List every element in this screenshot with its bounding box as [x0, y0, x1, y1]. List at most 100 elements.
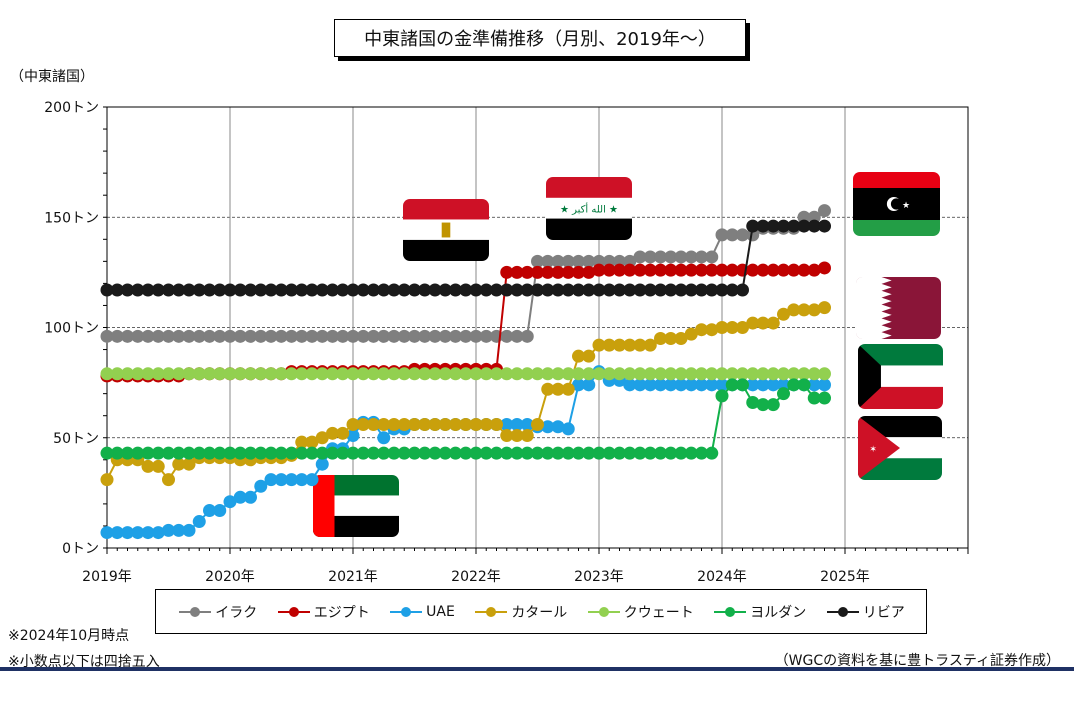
data-point — [766, 398, 780, 412]
data-point — [510, 418, 524, 432]
data-point — [203, 329, 216, 343]
data-point — [356, 418, 370, 432]
data-point — [100, 473, 114, 487]
data-point — [336, 283, 350, 297]
data-point — [336, 426, 350, 440]
data-point — [674, 446, 688, 460]
data-point — [121, 446, 134, 460]
data-point — [633, 446, 647, 460]
data-point — [818, 367, 831, 381]
data-point — [387, 329, 401, 343]
data-point — [356, 283, 370, 297]
data-point — [295, 435, 309, 449]
data-point — [551, 446, 565, 460]
data-point — [387, 446, 401, 460]
data-point — [244, 283, 257, 297]
data-point — [213, 329, 227, 343]
data-point — [162, 283, 175, 297]
data-point — [572, 254, 585, 268]
data-point — [203, 367, 216, 381]
legend-swatch — [390, 606, 423, 617]
data-point — [674, 367, 688, 381]
data-point — [295, 329, 309, 343]
data-point — [520, 429, 534, 443]
data-point — [756, 378, 770, 392]
data-point — [623, 283, 637, 297]
data-point — [684, 263, 698, 277]
data-point — [674, 378, 688, 392]
data-point — [469, 446, 483, 460]
data-point — [520, 265, 534, 279]
data-point — [326, 426, 339, 440]
data-point — [561, 265, 575, 279]
data-point — [172, 367, 186, 381]
data-point — [131, 329, 145, 343]
data-point — [797, 367, 811, 381]
x-tick-label: 2024年 — [697, 569, 747, 585]
data-point — [633, 283, 647, 297]
data-point — [572, 265, 585, 279]
data-point — [233, 490, 247, 504]
data-point — [541, 446, 555, 460]
data-point — [428, 418, 442, 432]
data-point — [285, 329, 298, 343]
data-point — [756, 263, 770, 277]
data-point — [141, 446, 155, 460]
data-point — [418, 283, 432, 297]
data-point — [561, 254, 575, 268]
uae-flag — [313, 475, 399, 537]
data-point — [254, 479, 268, 493]
svg-text:★: ★ — [902, 201, 910, 211]
data-point — [643, 263, 657, 277]
data-point — [305, 283, 319, 297]
line-chart: ★ الله أكبر ★ ★ ✶ 0トン 50トン 100トン 150トン 200トン 20… — [44, 100, 969, 585]
data-point — [766, 316, 780, 330]
y-tick-label: 100トン — [44, 321, 99, 337]
data-point — [141, 459, 155, 473]
data-point — [469, 367, 483, 381]
data-point — [510, 265, 524, 279]
data-point — [244, 329, 257, 343]
data-point — [531, 254, 544, 268]
data-point — [459, 283, 473, 297]
data-point — [479, 329, 493, 343]
data-point — [408, 329, 421, 343]
kuwait-flag — [858, 344, 943, 409]
data-point — [213, 504, 227, 518]
data-point — [192, 515, 206, 529]
data-point — [264, 329, 278, 343]
data-point — [777, 219, 790, 233]
data-point — [326, 446, 339, 460]
data-point — [182, 329, 196, 343]
data-point — [500, 367, 514, 381]
data-point — [141, 283, 155, 297]
data-point — [346, 429, 360, 443]
data-point — [438, 446, 452, 460]
data-point — [613, 367, 626, 381]
jordan-flag: ✶ — [858, 416, 942, 480]
data-point — [326, 283, 339, 297]
data-point — [664, 283, 678, 297]
data-point — [551, 265, 565, 279]
data-point — [121, 329, 134, 343]
data-point — [510, 367, 524, 381]
data-point — [777, 307, 790, 321]
data-point — [531, 418, 544, 432]
data-point — [346, 418, 360, 432]
data-point — [705, 263, 719, 277]
x-tick-label: 2020年 — [205, 569, 255, 585]
data-point — [315, 457, 329, 471]
data-point — [736, 283, 749, 297]
data-point — [449, 329, 462, 343]
data-point — [121, 526, 134, 540]
data-point — [695, 283, 708, 297]
data-point — [725, 367, 739, 381]
data-point — [264, 367, 278, 381]
legend-item: カタール — [473, 602, 567, 622]
data-point — [807, 263, 821, 277]
data-point — [223, 367, 237, 381]
data-point — [695, 250, 708, 264]
data-point — [551, 382, 565, 396]
data-point — [818, 391, 831, 405]
data-point — [121, 283, 134, 297]
